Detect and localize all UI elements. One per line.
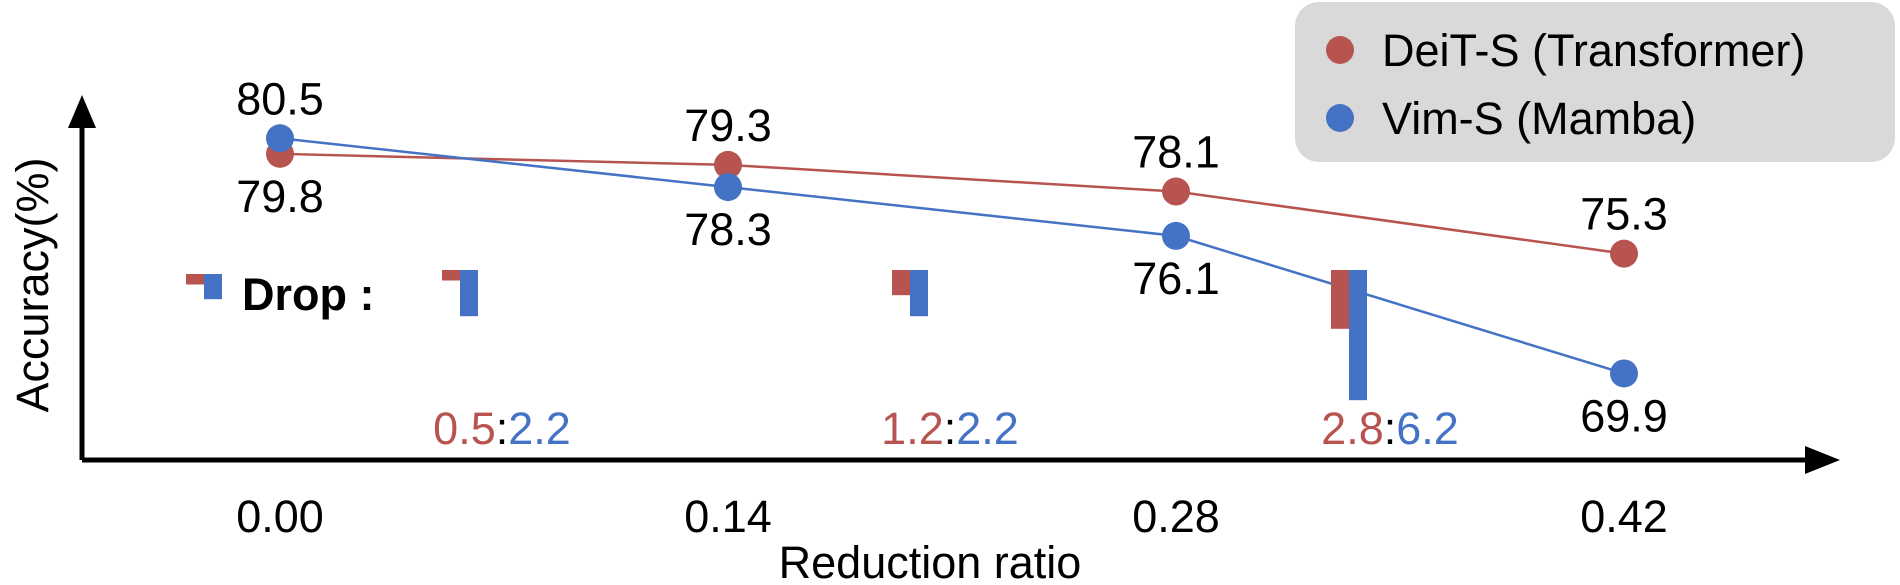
drop-bar-transformer [442, 270, 460, 281]
data-label-mamba: 80.5 [236, 73, 324, 124]
data-point-transformer [714, 150, 742, 179]
drop-ratio-label: 1.2:2.2 [881, 403, 1019, 454]
data-point-mamba [266, 124, 294, 153]
x-axis-arrow [1805, 446, 1840, 474]
data-point-mamba [1162, 221, 1190, 250]
x-tick-label: 0.28 [1132, 491, 1220, 542]
drop-bar-mamba [1349, 270, 1367, 401]
data-point-mamba [1610, 359, 1638, 388]
data-label-transformer: 79.8 [236, 171, 324, 222]
legend-label-transformer: DeiT-S (Transformer) [1382, 25, 1805, 76]
legend: DeiT-S (Transformer) Vim-S (Mamba) [1326, 25, 1805, 144]
drop-label: Drop : [242, 269, 374, 320]
drop-ratio-label: 2.8:6.2 [1321, 403, 1459, 454]
axes: 0.00 0.14 0.28 0.42 [68, 95, 1840, 542]
data-label-mamba: 78.3 [684, 204, 772, 255]
x-axis-label: Reduction ratio [779, 537, 1082, 585]
data-labels: 79.8 80.5 79.3 78.3 78.1 76.1 75.3 69.9 [236, 73, 1668, 441]
drop-bar-mamba [460, 270, 478, 317]
drop-bars: 0.5:2.2 1.2:2.2 2.8:6.2 [186, 270, 1459, 454]
series-points [266, 124, 1638, 388]
y-axis-label: Accuracy(%) [7, 157, 58, 412]
series-lines [279, 137, 1625, 375]
legend-marker-mamba [1326, 104, 1354, 132]
data-label-transformer: 79.3 [684, 100, 772, 151]
drop-bar-transformer-legend [186, 274, 204, 285]
data-label-mamba: 69.9 [1580, 390, 1668, 441]
x-tick-label: 0.42 [1580, 491, 1668, 542]
x-tick-label: 0.14 [684, 491, 772, 542]
data-label-transformer: 78.1 [1132, 127, 1220, 178]
data-point-mamba [714, 173, 742, 202]
drop-ratio-label: 0.5:2.2 [433, 403, 571, 454]
series-line-mamba [279, 137, 1625, 375]
series-line-transformer [279, 152, 1625, 255]
data-label-mamba: 76.1 [1132, 253, 1220, 304]
legend-box [1295, 2, 1895, 162]
legend-marker-transformer [1326, 36, 1354, 64]
drop-bar-transformer [892, 270, 910, 296]
data-label-transformer: 75.3 [1580, 189, 1668, 240]
drop-bar-mamba-legend [204, 274, 222, 300]
data-point-transformer [1162, 177, 1190, 206]
x-tick-label: 0.00 [236, 491, 324, 542]
data-point-transformer [1610, 239, 1638, 268]
drop-bar-mamba [910, 270, 928, 317]
y-axis-arrow [68, 95, 96, 128]
legend-label-mamba: Vim-S (Mamba) [1382, 93, 1696, 144]
drop-bar-transformer [1331, 270, 1349, 329]
